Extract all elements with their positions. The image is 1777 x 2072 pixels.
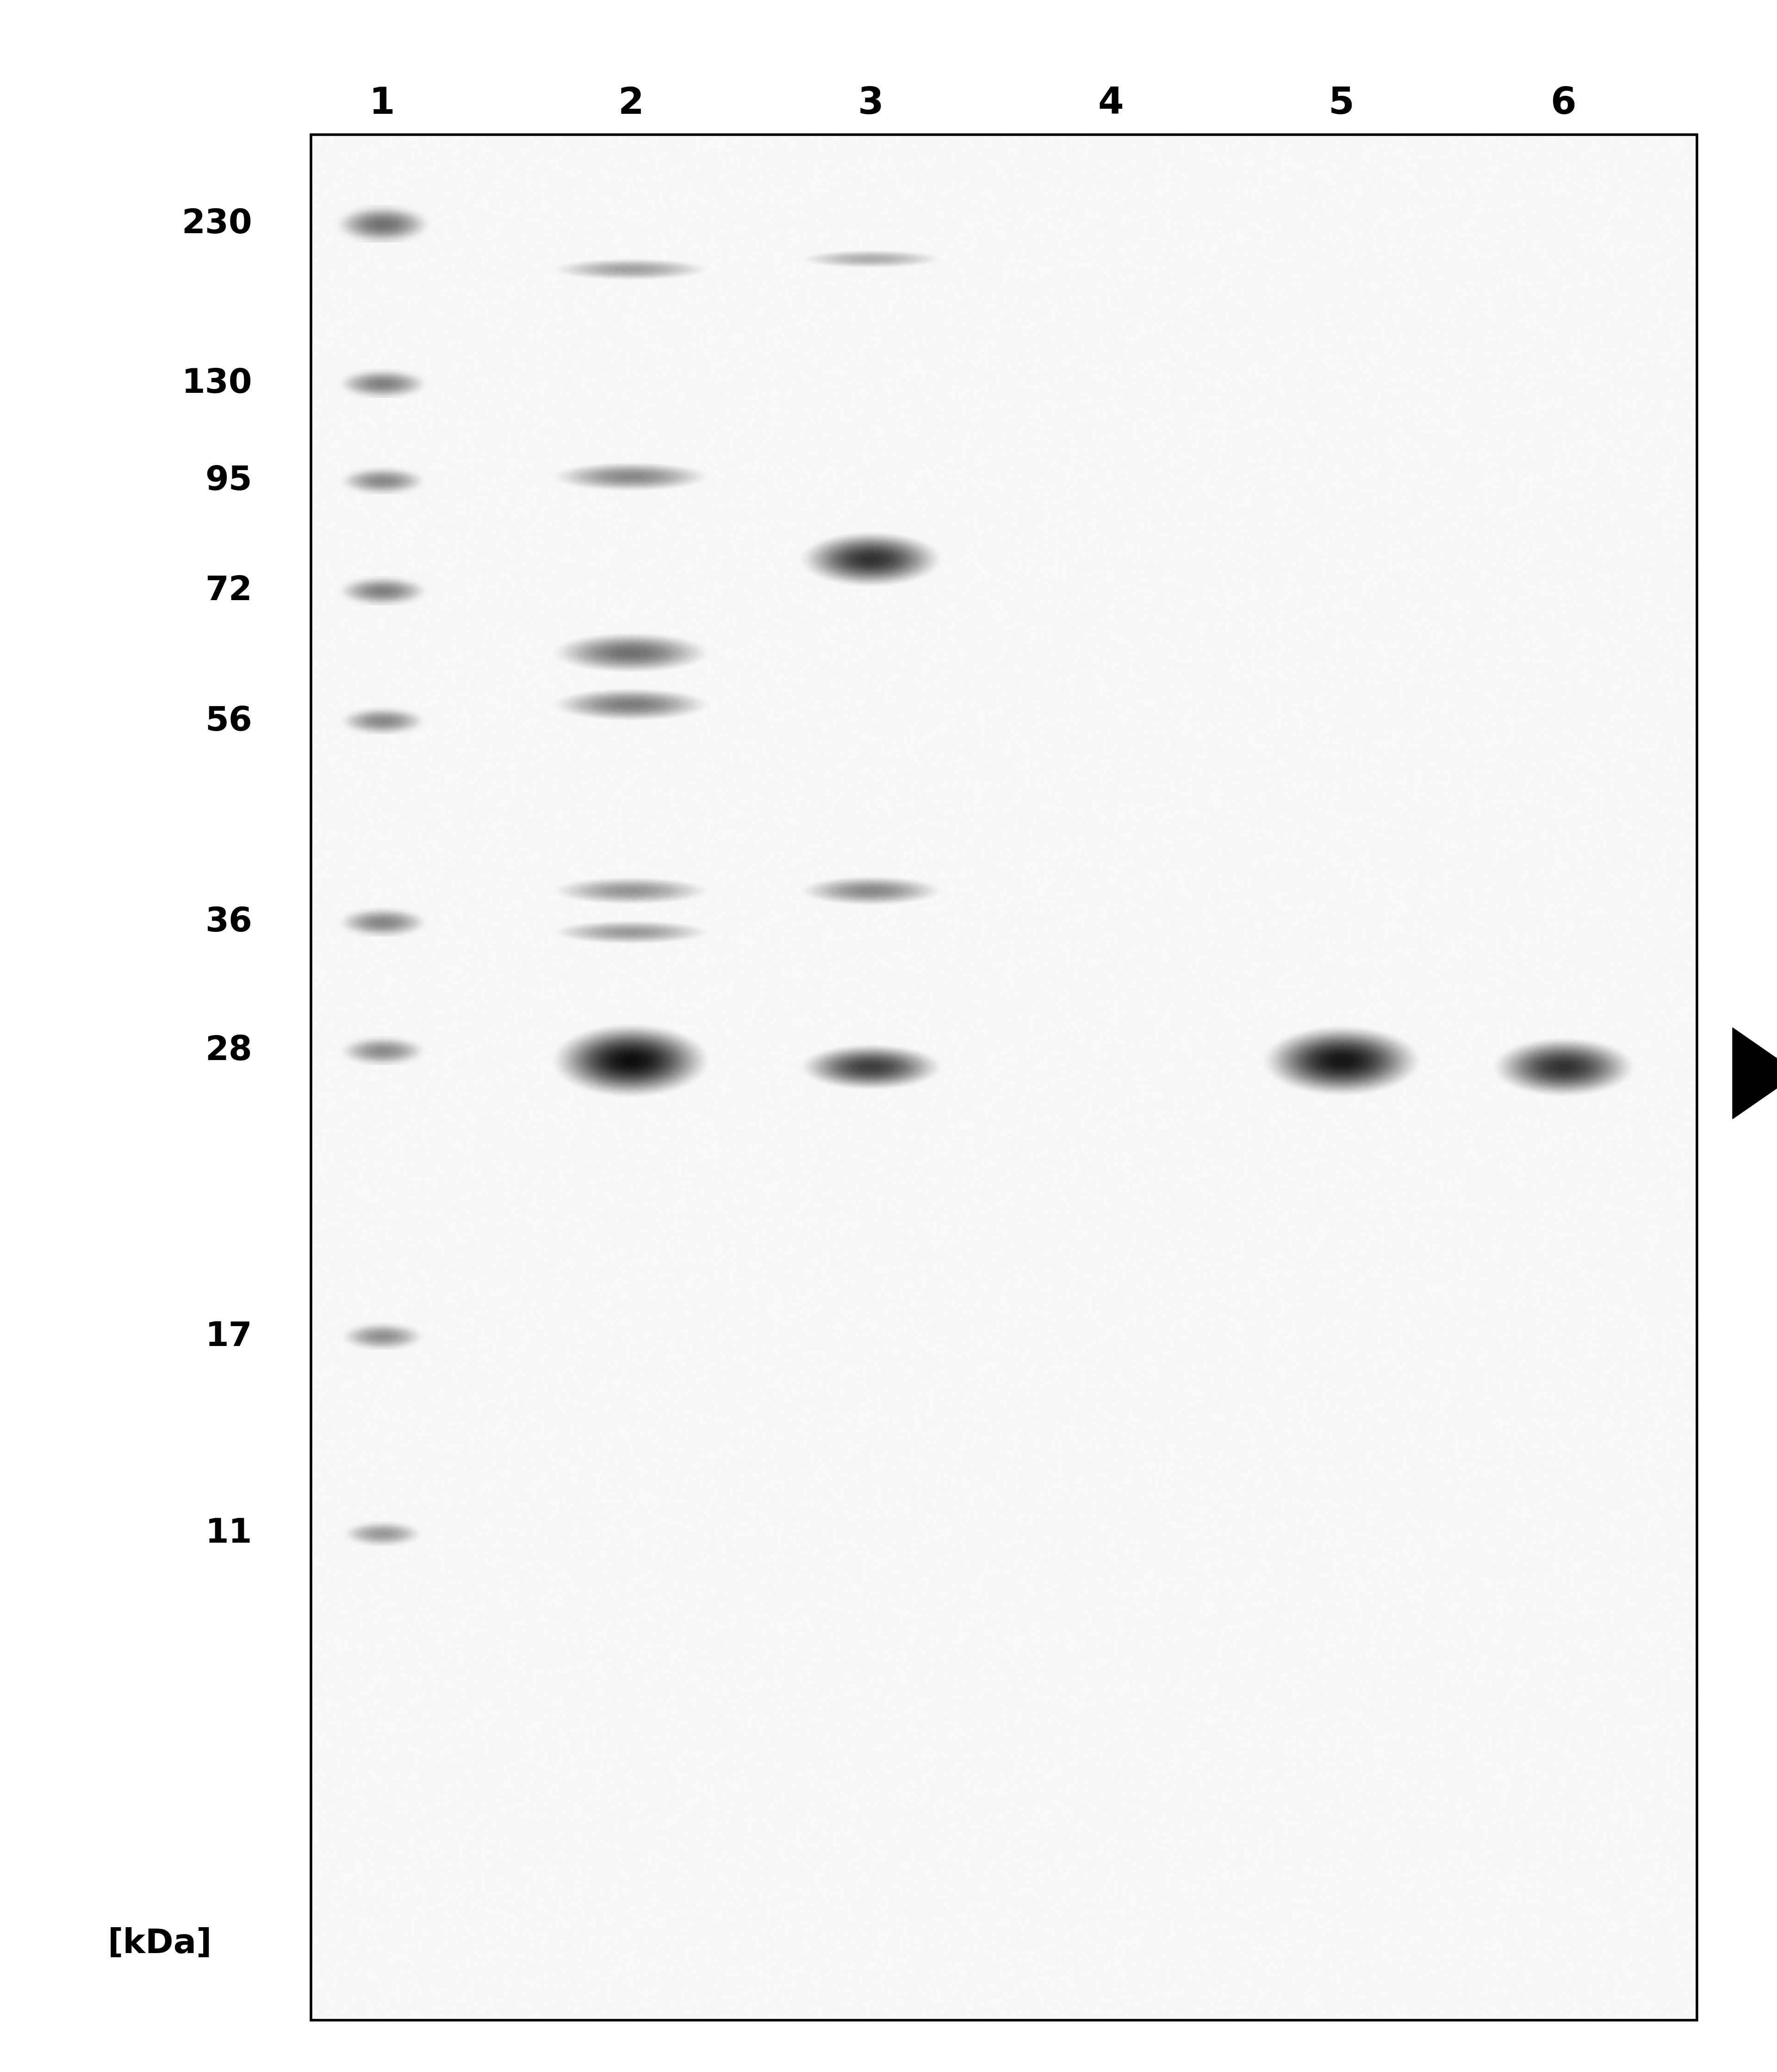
Text: 6: 6 (1551, 85, 1576, 122)
Text: 28: 28 (206, 1034, 252, 1067)
Text: 95: 95 (206, 464, 252, 497)
Text: 3: 3 (858, 85, 883, 122)
Text: 1: 1 (370, 85, 394, 122)
Text: 2: 2 (618, 85, 643, 122)
Text: [kDa]: [kDa] (108, 1927, 211, 1960)
Text: 72: 72 (206, 574, 252, 607)
Text: 4: 4 (1098, 85, 1123, 122)
Text: 130: 130 (181, 367, 252, 400)
Polygon shape (1733, 1028, 1777, 1119)
Bar (311, 135, 1697, 2020)
Text: 5: 5 (1329, 85, 1354, 122)
Text: 230: 230 (181, 207, 252, 240)
Text: 56: 56 (206, 704, 252, 738)
Text: 11: 11 (206, 1517, 252, 1550)
Text: 17: 17 (206, 1320, 252, 1353)
Text: 36: 36 (204, 905, 252, 939)
